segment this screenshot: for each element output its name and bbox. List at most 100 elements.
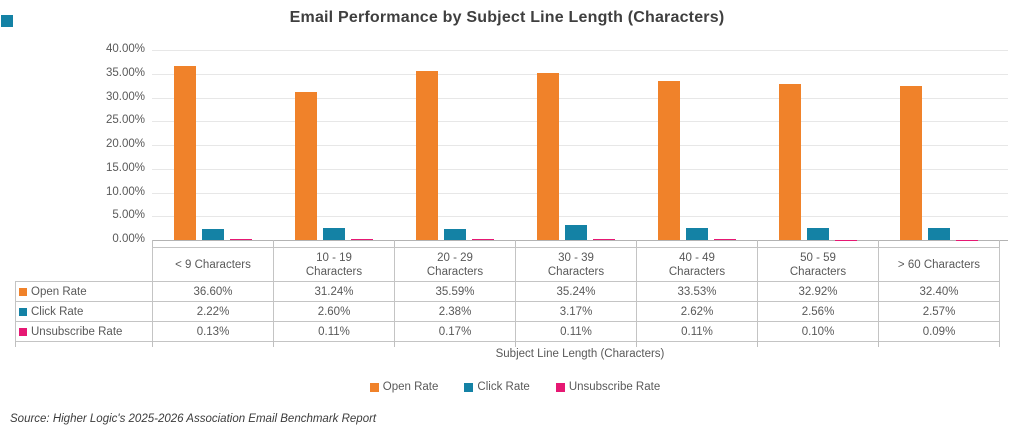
table-tick bbox=[273, 341, 274, 347]
bar-unsubscribe-rate bbox=[229, 239, 252, 240]
axis-tick bbox=[999, 240, 1000, 247]
table-header-cell: 50 - 59 Characters bbox=[757, 247, 879, 282]
y-axis-tick-label: 15.00% bbox=[105, 161, 145, 174]
table-value-cell: 36.60% bbox=[152, 281, 274, 302]
legend-item: Open Rate bbox=[369, 381, 439, 393]
y-axis-tick-label: 10.00% bbox=[105, 185, 145, 198]
corner-artifact-square bbox=[1, 15, 13, 27]
legend-label: Open Rate bbox=[382, 381, 439, 393]
x-axis-title: Subject Line Length (Characters) bbox=[495, 348, 665, 360]
axis-tick bbox=[394, 240, 395, 247]
table-tick bbox=[152, 341, 153, 347]
table-value-cell: 32.92% bbox=[757, 281, 879, 302]
legend: Open Rate Click Rate Unsubscribe Rate bbox=[0, 381, 1024, 393]
legend-label: Unsubscribe Rate bbox=[568, 381, 661, 393]
table-value-cell: 0.09% bbox=[878, 321, 1000, 342]
bar-unsubscribe-rate bbox=[350, 239, 373, 240]
table-value-cell: 2.57% bbox=[878, 301, 1000, 322]
bar-open-rate bbox=[536, 72, 559, 240]
gridline bbox=[152, 145, 1008, 146]
chart-title: Email Performance by Subject Line Length… bbox=[289, 9, 725, 26]
table-row-label: Unsubscribe Rate bbox=[15, 321, 153, 342]
table-tick bbox=[515, 341, 516, 347]
gridline bbox=[152, 97, 1008, 99]
gridline bbox=[152, 168, 1008, 170]
axis-tick bbox=[273, 240, 274, 247]
series-key-icon bbox=[19, 287, 27, 296]
table-value-cell: 3.17% bbox=[515, 301, 637, 322]
table-value-cell: 0.17% bbox=[394, 321, 516, 342]
table-row-label: Open Rate bbox=[15, 281, 153, 302]
bar-click-rate bbox=[806, 227, 829, 240]
table-value-cell: 0.11% bbox=[515, 321, 637, 342]
table-value-cell: 0.11% bbox=[636, 321, 758, 342]
series-name-label: Open Rate bbox=[31, 285, 87, 298]
source-citation: Source: Higher Logic's 2025-2026 Associa… bbox=[10, 413, 377, 425]
bar-open-rate bbox=[415, 70, 438, 240]
table-row-label: Click Rate bbox=[15, 301, 153, 322]
bar-click-rate bbox=[564, 224, 587, 240]
y-axis-tick-label: 35.00% bbox=[105, 66, 145, 79]
legend-key-icon bbox=[369, 382, 379, 392]
y-axis-tick-label: 0.00% bbox=[112, 233, 145, 245]
table-value-cell: 31.24% bbox=[273, 281, 395, 302]
y-axis-tick-label: 20.00% bbox=[105, 138, 145, 150]
y-axis-tick-label: 25.00% bbox=[105, 114, 145, 127]
bar-open-rate bbox=[294, 91, 317, 240]
series-name-label: Click Rate bbox=[31, 305, 84, 318]
bar-click-rate bbox=[322, 227, 345, 240]
table-value-cell: 0.10% bbox=[757, 321, 879, 342]
table-value-cell: 2.38% bbox=[394, 301, 516, 322]
bar-open-rate bbox=[899, 86, 922, 240]
table-tick bbox=[999, 341, 1000, 347]
gridline bbox=[152, 192, 1008, 194]
table-header-cell: > 60 Characters bbox=[878, 247, 1000, 282]
table-value-cell: 2.56% bbox=[757, 301, 879, 322]
gridline bbox=[152, 73, 1008, 75]
series-name-label: Unsubscribe Rate bbox=[31, 325, 123, 338]
table-value-cell: 2.22% bbox=[152, 301, 274, 322]
gridline bbox=[152, 50, 1008, 51]
bar-open-rate bbox=[778, 83, 801, 240]
axis-tick bbox=[515, 240, 516, 247]
axis-tick bbox=[878, 240, 879, 247]
y-axis-tick-label: 30.00% bbox=[105, 90, 145, 103]
table-header-cell: 20 - 29 Characters bbox=[394, 247, 516, 282]
legend-label: Click Rate bbox=[477, 381, 530, 393]
bar-click-rate bbox=[927, 227, 950, 240]
table-value-cell: 2.60% bbox=[273, 301, 395, 322]
series-key-icon bbox=[19, 307, 27, 316]
table-tick bbox=[636, 341, 637, 347]
legend-key-icon bbox=[555, 382, 565, 392]
bar-click-rate bbox=[201, 229, 224, 240]
legend-item: Unsubscribe Rate bbox=[555, 381, 661, 393]
table-tick bbox=[878, 341, 879, 347]
legend-item: Click Rate bbox=[464, 381, 530, 393]
table-tick bbox=[757, 341, 758, 347]
y-axis-tick-label: 5.00% bbox=[112, 209, 145, 222]
legend-key-icon bbox=[464, 382, 474, 392]
gridline bbox=[152, 121, 1008, 123]
table-tick bbox=[394, 341, 395, 347]
axis-tick bbox=[152, 240, 153, 247]
table-header-cell: 30 - 39 Characters bbox=[515, 247, 637, 282]
axis-tick bbox=[636, 240, 637, 247]
bar-unsubscribe-rate bbox=[471, 239, 494, 240]
table-value-cell: 0.13% bbox=[152, 321, 274, 342]
table-value-cell: 35.59% bbox=[394, 281, 516, 302]
table-header-cell: < 9 Characters bbox=[152, 247, 274, 282]
table-value-cell: 35.24% bbox=[515, 281, 637, 302]
bar-click-rate bbox=[443, 228, 466, 240]
table-value-cell: 33.53% bbox=[636, 281, 758, 302]
bar-click-rate bbox=[685, 227, 708, 240]
y-axis-tick-label: 40.00% bbox=[105, 43, 145, 55]
table-value-cell: 0.11% bbox=[273, 321, 395, 342]
x-axis-line bbox=[152, 240, 1008, 241]
bar-open-rate bbox=[173, 66, 196, 240]
table-tick bbox=[15, 341, 16, 347]
gridline bbox=[152, 216, 1008, 218]
table-header-cell: 10 - 19 Characters bbox=[273, 247, 395, 282]
series-key-icon bbox=[19, 327, 27, 336]
bar-unsubscribe-rate bbox=[592, 239, 615, 240]
